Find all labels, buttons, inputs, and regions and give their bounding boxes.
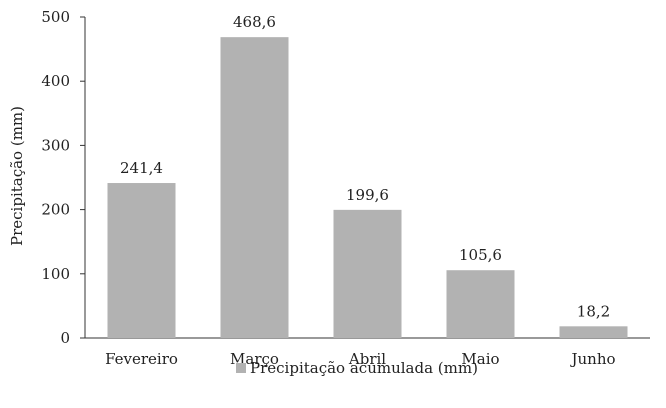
- data-label: 468,6: [233, 13, 276, 31]
- y-tick-label: 400: [41, 72, 70, 90]
- data-labels: 241,4 468,6 199,6 105,6 18,2: [120, 13, 610, 320]
- data-label: 241,4: [120, 159, 163, 177]
- bar: [220, 37, 289, 338]
- data-label: 18,2: [577, 302, 610, 320]
- legend-label: Precipitação acumulada (mm): [250, 359, 478, 377]
- bars: [107, 37, 628, 338]
- y-tick-label: 100: [41, 265, 70, 283]
- y-axis-ticks: 0 100 200 300 400 500: [41, 8, 85, 347]
- y-tick-label: 300: [41, 136, 70, 154]
- bar: [107, 183, 176, 338]
- x-tick-label: Abril: [348, 350, 386, 368]
- bar: [446, 270, 515, 338]
- x-tick-label: Maio: [461, 350, 499, 368]
- bar: [559, 326, 628, 338]
- x-tick-label: Junho: [569, 350, 615, 368]
- y-tick-label: 500: [41, 8, 70, 26]
- data-label: 105,6: [459, 246, 502, 264]
- legend: Precipitação acumulada (mm): [236, 359, 478, 377]
- y-tick-label: 0: [60, 329, 70, 347]
- x-axis-tick-labels: Fevereiro Março Abril Maio Junho: [105, 350, 615, 368]
- y-tick-label: 200: [41, 201, 70, 219]
- x-tick-label: Fevereiro: [105, 350, 178, 368]
- legend-swatch: [236, 363, 246, 373]
- data-label: 199,6: [346, 186, 389, 204]
- bar: [333, 209, 402, 338]
- y-axis-label: Precipitação (mm): [8, 106, 26, 246]
